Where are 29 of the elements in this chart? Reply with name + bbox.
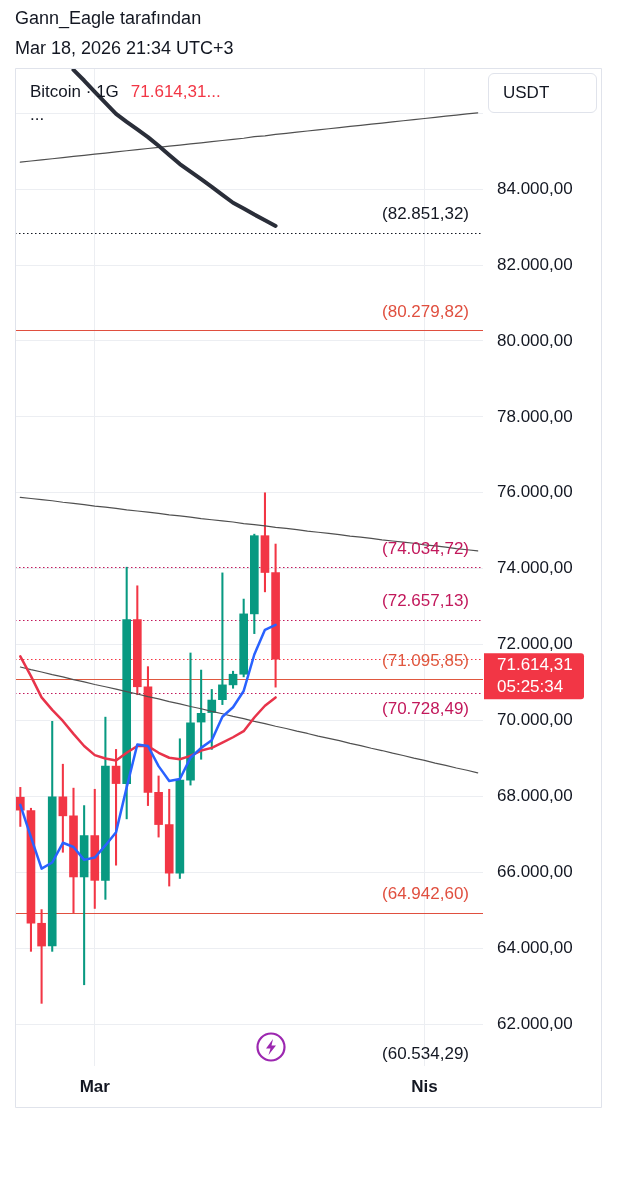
y-tick-label: 80.000,00 — [497, 330, 573, 350]
y-tick-label: 78.000,00 — [497, 406, 573, 426]
annotation: 71.614,31... — [130, 82, 221, 101]
y-tick-label: 70.000,00 — [497, 710, 573, 730]
text: Mar 18, 2026 21:34 UTC+3 — [15, 37, 234, 59]
y-tick-label: 64.000,00 — [497, 938, 573, 958]
annotation: (60.534,29) — [382, 1044, 469, 1064]
ref-line-label: (82.851,32) — [382, 204, 469, 224]
text: Gann_Eagle tarafından — [15, 7, 202, 29]
ref-line-label: (80.279,82) — [382, 302, 469, 322]
y-tick-label: 84.000,00 — [497, 178, 573, 198]
y-tick-label: 72.000,00 — [497, 634, 573, 654]
ref-line-label: (70.728,49) — [382, 698, 469, 718]
text: Bitcoin · 1G — [30, 82, 119, 101]
y-tick-label: 82.000,00 — [497, 254, 573, 274]
y-tick-label: 62.000,00 — [497, 1013, 573, 1033]
x-tick-label: Mar — [79, 1076, 111, 1096]
y-tick-label: 66.000,00 — [497, 862, 573, 882]
y-tick-label: 68.000,00 — [497, 786, 573, 806]
y-tick-label: 76.000,00 — [497, 482, 573, 502]
ref-line-label: (71.095,85) — [382, 650, 469, 670]
ref-line-label: 71.614,31 05:25:34 — [497, 654, 573, 696]
ref-line-label: (72.657,13) — [382, 591, 469, 611]
y-axis-title: USDT — [503, 83, 550, 102]
y-tick-label: 74.000,00 — [497, 558, 573, 578]
ref-line-label: (74.034,72) — [382, 539, 469, 559]
annotation: ... — [30, 104, 45, 126]
ref-line-label: (64.942,60) — [382, 884, 469, 904]
x-tick-label: Nis — [411, 1076, 438, 1096]
